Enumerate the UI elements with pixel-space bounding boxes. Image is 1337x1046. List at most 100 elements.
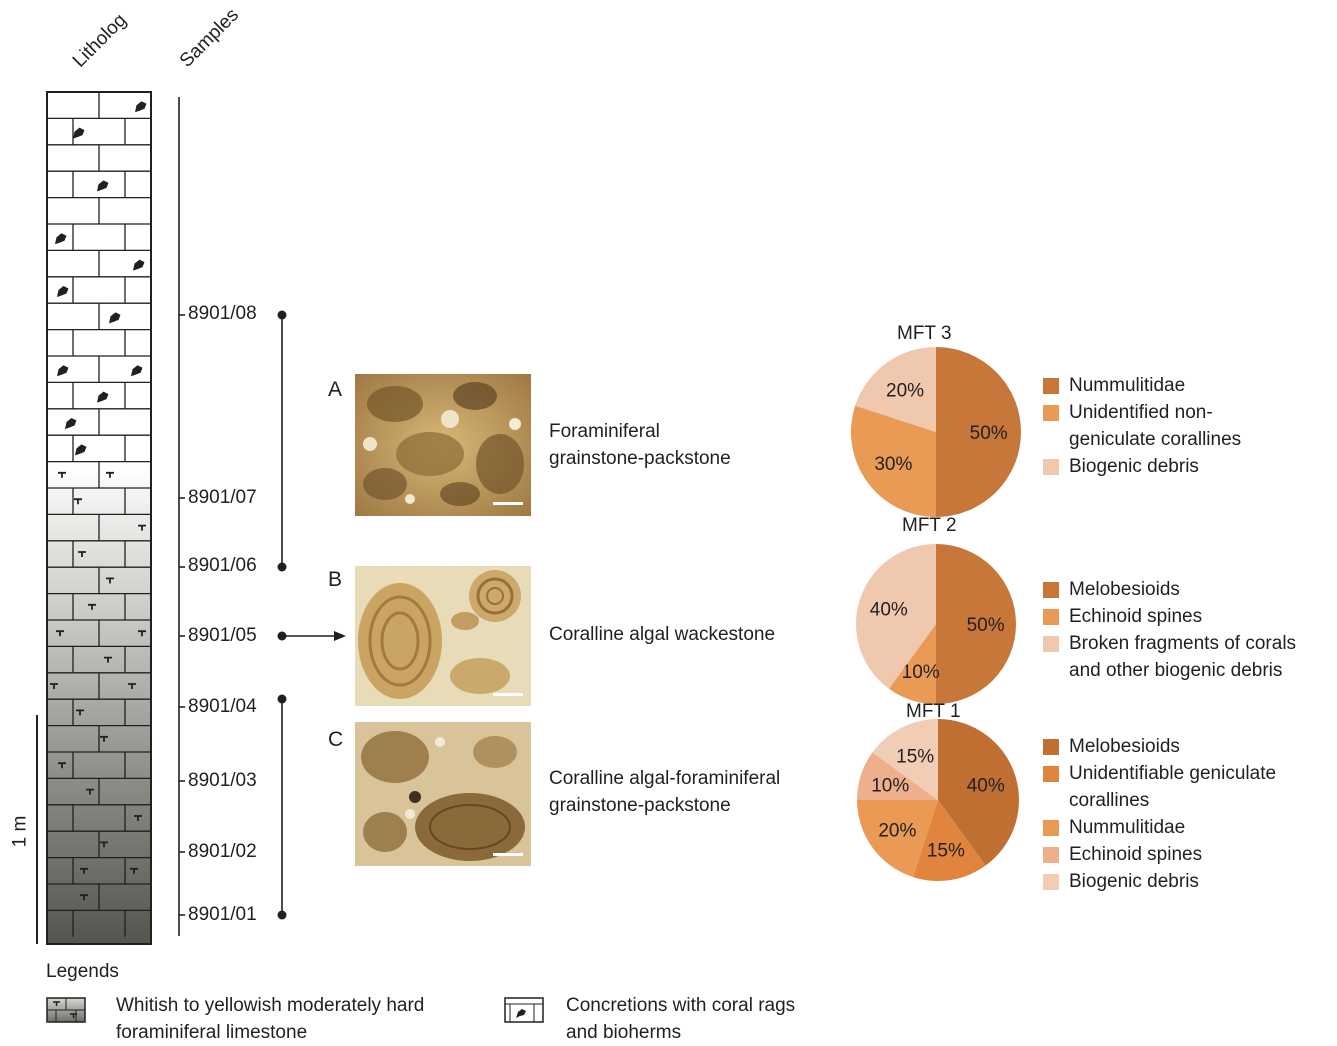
foram-symbol — [56, 630, 64, 637]
litholog-border — [46, 91, 152, 945]
coral-symbol — [109, 312, 121, 324]
legend-swatch — [1043, 874, 1059, 890]
foram-symbol — [106, 471, 114, 478]
foram-symbol — [138, 524, 146, 531]
coral-symbol — [55, 233, 67, 245]
legend-swatch — [1043, 609, 1059, 625]
legend-swatch — [1043, 582, 1059, 598]
legend-label: Nummulitidae — [1069, 817, 1186, 838]
sample-label: 8901/07 — [188, 487, 257, 508]
foram-symbol — [58, 762, 66, 769]
legend-label: Melobesioids — [1069, 736, 1180, 757]
pie-title-mft1: MFT 1 — [906, 701, 961, 722]
photomicrograph-b — [355, 566, 531, 706]
legend-label: Unidentified non- geniculate corallines — [1069, 402, 1242, 450]
foram-symbol — [78, 551, 86, 557]
coral-symbol — [65, 418, 77, 429]
legend-swatch — [1043, 820, 1059, 836]
litholog-column — [36, 91, 152, 945]
bracket-dot — [277, 910, 287, 920]
foram-symbol — [50, 683, 58, 689]
sample-connectors — [277, 310, 346, 920]
coral-symbol — [73, 127, 85, 139]
foram-symbol — [74, 498, 82, 505]
foram-symbol — [80, 894, 88, 901]
foram-symbol — [58, 471, 66, 478]
legend-label: Nummulitidae — [1069, 375, 1186, 396]
photomicrograph-b-image — [355, 566, 531, 706]
foram-symbol — [128, 683, 136, 689]
coral-symbol — [131, 365, 143, 377]
photomicrograph-c — [355, 722, 531, 866]
arrow-head — [334, 631, 346, 641]
sample-label: 8901/06 — [188, 555, 257, 576]
photo-description-a: Foraminiferal grainstone-packstone — [549, 418, 731, 472]
foram-symbol — [100, 735, 108, 742]
sample-label: 8901/02 — [188, 841, 257, 862]
legend-label: Echinoid spines — [1069, 606, 1203, 627]
legend-swatch — [1043, 636, 1059, 652]
description-text: Coralline algal wackestone — [549, 624, 776, 645]
foram-symbol — [138, 630, 146, 637]
coral-symbol — [97, 391, 109, 403]
bracket-dot — [277, 562, 287, 572]
legend-swatch — [1043, 378, 1059, 394]
legend-concretions-text: Concretions with coral rags and bioherms — [566, 992, 795, 1046]
foram-symbol — [76, 709, 84, 716]
coral-symbol — [135, 101, 147, 113]
coral-symbol — [57, 365, 69, 377]
foram-symbol — [86, 788, 94, 795]
photomicrograph-a-image — [355, 374, 531, 516]
sample-label: 8901/05 — [188, 625, 257, 646]
sample-label: 8901/04 — [188, 696, 257, 717]
samples-axis — [178, 97, 185, 936]
legend-label: Unidentifiable geniculate corallines — [1069, 763, 1277, 811]
legend-label: Biogenic debris — [1069, 871, 1199, 892]
pie-title-mft2: MFT 2 — [902, 515, 957, 536]
concretions-legend-symbol — [504, 997, 544, 1023]
bracket-dot — [277, 310, 287, 320]
sample-label: 8901/08 — [188, 303, 257, 324]
legend-concretions-label: Concretions with coral rags and bioherms — [566, 995, 796, 1043]
foram-symbol — [106, 577, 114, 584]
legends-title: Legends — [46, 961, 119, 982]
foram-symbol — [88, 603, 96, 610]
coral-symbol — [57, 286, 69, 297]
foram-symbol — [130, 867, 138, 874]
scale-bar-label: 1 m — [9, 815, 31, 848]
limestone-legend-symbol — [46, 997, 86, 1023]
bracket-dot — [277, 694, 287, 704]
legend-swatch — [1043, 405, 1059, 421]
photo-letter-a: A — [328, 378, 343, 401]
legend-swatch — [1043, 766, 1059, 782]
legend-label: Melobesioids — [1069, 579, 1180, 600]
legend-label: Biogenic debris — [1069, 456, 1199, 477]
legend-label: Broken fragments of corals and other bio… — [1069, 633, 1297, 681]
photo-description-c: Coralline algal-foraminiferal grainstone… — [549, 765, 780, 819]
description-text: Foraminiferal grainstone-packstone — [549, 421, 731, 469]
legend-swatch — [1043, 847, 1059, 863]
photomicrograph-c-image — [355, 722, 531, 866]
sample-label: 8901/01 — [188, 904, 257, 925]
photomicrograph-a — [355, 374, 531, 516]
pie-title-mft3: MFT 3 — [897, 323, 952, 344]
legend-limestone-label: Whitish to yellowish moderately hard for… — [116, 995, 425, 1043]
photo-letter-c: C — [328, 728, 344, 751]
photo-description-b: Coralline algal wackestone — [549, 621, 775, 648]
legend-label: Echinoid spines — [1069, 844, 1203, 865]
photo-letter-b: B — [328, 568, 343, 591]
foram-symbol — [134, 815, 142, 821]
foram-symbol — [104, 656, 112, 663]
legend-swatch — [1043, 459, 1059, 475]
foram-symbol — [100, 841, 108, 848]
coral-symbol — [133, 259, 145, 271]
foram-symbol — [80, 867, 88, 874]
sample-label: 8901/03 — [188, 770, 257, 791]
coral-symbol — [97, 180, 109, 192]
description-text: Coralline algal-foraminiferal grainstone… — [549, 768, 781, 816]
legend-swatch — [1043, 739, 1059, 755]
legend-limestone-text: Whitish to yellowish moderately hard for… — [116, 992, 424, 1046]
coral-symbol — [75, 444, 87, 456]
